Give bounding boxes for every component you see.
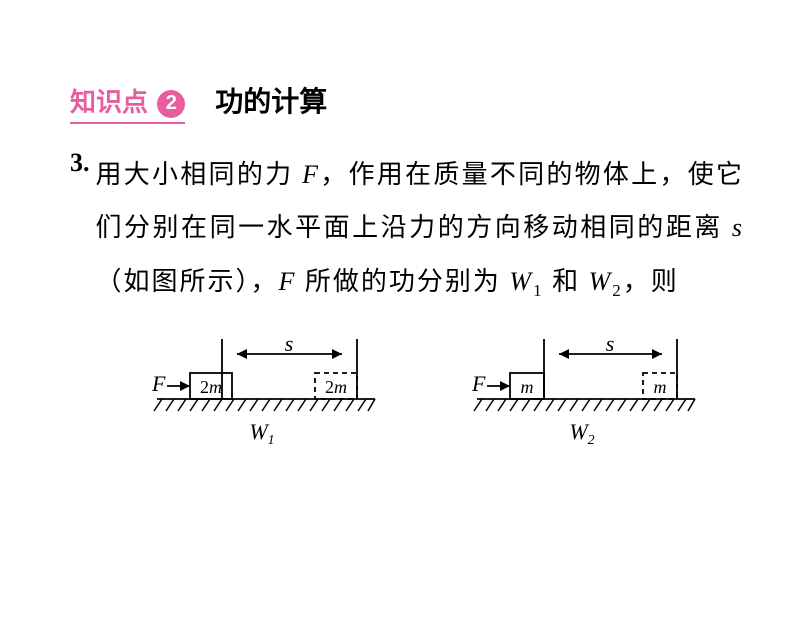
- diagram-container: s F 2m 2m W1: [70, 329, 744, 454]
- text-part: 所做的功分别为: [296, 267, 509, 296]
- var-s: s: [732, 213, 744, 242]
- W-label: W: [249, 419, 269, 444]
- var-W1: W: [509, 267, 533, 296]
- text-part: （如图所示），: [96, 267, 279, 296]
- svg-text:2m: 2m: [200, 377, 222, 397]
- mass-label: m: [209, 377, 222, 397]
- W-label: W: [569, 419, 589, 444]
- question-number: 3.: [70, 148, 90, 178]
- svg-text:W2: W2: [569, 419, 594, 448]
- var-W2: W: [589, 267, 613, 296]
- F-label: F: [471, 371, 486, 396]
- text-part: 用大小相同的力: [96, 160, 303, 189]
- text-part: ，则: [623, 267, 679, 296]
- question-block: 3. 用大小相同的力 F，作用在质量不同的物体上，使它们分别在同一水平面上沿力的…: [70, 148, 744, 309]
- svg-text:m: m: [654, 377, 667, 397]
- diagram-1: s F 2m 2m W1: [132, 329, 382, 454]
- mass-label: m: [521, 377, 534, 397]
- knowledge-number-badge: 2: [157, 90, 185, 118]
- s-label: s: [285, 331, 294, 356]
- diagram-2: s F m m W2: [452, 329, 702, 454]
- header-row: 知识点 2 功的计算: [70, 80, 744, 120]
- var-F: F: [279, 267, 297, 296]
- question-text: 用大小相同的力 F，作用在质量不同的物体上，使它们分别在同一水平面上沿力的方向移…: [96, 148, 745, 309]
- sub-2: 2: [612, 281, 623, 300]
- svg-text:W1: W1: [249, 419, 274, 448]
- sub-1: 1: [533, 281, 544, 300]
- underline: [70, 122, 185, 124]
- W-sub: 2: [588, 433, 595, 448]
- text-part: 和: [544, 267, 589, 296]
- s-label: s: [606, 331, 615, 356]
- svg-text:2m: 2m: [325, 377, 347, 397]
- knowledge-text: 知识点: [70, 87, 148, 117]
- knowledge-point-label: 知识点 2: [70, 82, 185, 119]
- var-F: F: [302, 160, 320, 189]
- section-title: 功的计算: [215, 80, 327, 120]
- F-label: F: [151, 371, 166, 396]
- W-sub: 1: [268, 433, 275, 448]
